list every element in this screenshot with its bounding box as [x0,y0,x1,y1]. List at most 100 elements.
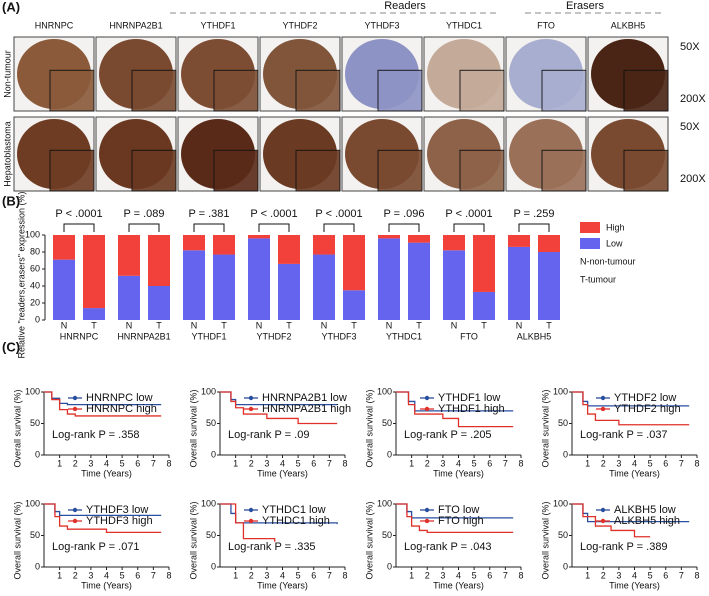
legend-marker [424,395,430,401]
annotation: Log-rank P = .037 [580,429,668,441]
y-tick-label: 50 [382,418,392,428]
survival-curve [220,391,338,425]
y-tick-label: 50 [30,418,40,428]
bracket [388,223,420,232]
legend-label: High [606,222,625,232]
x-tick-label: N [256,320,263,330]
x-tick-label: 4 [632,570,637,580]
bar-segment [538,235,560,252]
y-tick-label: 0 [211,561,216,571]
x-tick-label: 1 [233,570,238,580]
x-tick-label: N [321,320,328,330]
column-label: HNRNPA2B1 [109,20,162,30]
column-label: YTHDF1 [200,20,235,30]
legend-label: HNRNPA2B1 low [262,392,347,404]
x-tick-label: N [386,320,393,330]
legend-marker [424,507,430,513]
legend-marker [72,395,78,401]
group-label: HNRNPA2B1 [117,331,170,341]
x-axis-label: Time (Years) [257,468,308,478]
y-axis-label: Overall survival (%) [188,389,198,467]
x-tick-label: 7 [679,570,684,580]
x-tick-label: 4 [632,458,637,468]
x-tick-label: 3 [440,570,445,580]
y-tick-label: 80 [30,246,40,256]
survival-curve [396,503,514,533]
legend-marker [248,395,254,401]
y-tick-label: 100 [25,498,40,508]
bar-segment [508,246,530,320]
x-tick-label: 4 [280,458,285,468]
x-tick-label: 6 [487,570,492,580]
y-tick-label: 50 [558,530,568,540]
y-tick-label: 100 [201,386,216,396]
legend-label: YTHDF3 low [86,504,148,516]
x-tick-label: 3 [88,458,93,468]
column-label: ALKBH5 [611,20,646,30]
x-tick-label: T [286,320,292,330]
bar-segment [213,235,235,255]
x-tick-label: 7 [151,458,156,468]
y-tick-label: 0 [35,314,40,324]
annotation: Log-rank P = .071 [52,541,140,553]
y-tick-label: 50 [558,418,568,428]
legend-label: YTHDC1 low [262,504,326,516]
column-label: YTHDC1 [446,20,482,30]
bar-segment [408,242,430,320]
x-tick-label: 8 [166,458,171,468]
bar-segment [343,290,365,320]
column-label: FTO [537,20,555,30]
x-tick-label: 1 [57,570,62,580]
annotation: Log-rank P = .389 [580,541,668,553]
y-tick-label: 0 [211,449,216,459]
legend-label: HNRNPA2B1 high [262,403,351,415]
survival-curve [44,391,162,417]
x-axis-label: Time (Years) [257,580,308,590]
x-tick-label: 4 [456,458,461,468]
group-label: YTHDC1 [386,331,422,341]
legend-swatch [580,222,600,233]
bar-segment [378,238,400,320]
x-tick-label: 3 [264,570,269,580]
legend-marker [72,507,78,513]
legend-label: YTHDF1 high [438,403,505,415]
y-tick-label: 100 [25,386,40,396]
survival-curve [572,391,690,426]
group-label: YTHDF3 [321,331,356,341]
x-tick-label: N [516,320,523,330]
legend-marker [600,406,606,412]
annotation: Log-rank P = .335 [228,541,316,553]
legend-note: T-tumour [580,274,616,284]
zoom-inset [623,149,669,192]
group-label: YTHDF1 [191,331,226,341]
y-tick-label: 100 [377,498,392,508]
zoom-inset [377,69,423,112]
zoom-inset [131,69,177,112]
row-label: Hepatoblastoma [2,121,12,187]
legend-label: YTHDF2 low [614,392,676,404]
x-tick-label: 8 [694,458,699,468]
y-axis-label: Overall survival (%) [540,501,550,579]
x-tick-label: 7 [327,458,332,468]
p-value: P < .0001 [55,208,102,220]
x-tick-label: 7 [679,458,684,468]
zoom-inset [49,149,95,192]
x-tick-label: 1 [233,458,238,468]
x-axis-label: Time (Years) [433,468,484,478]
group-label: ALKBH5 [517,331,552,341]
bracket [193,223,225,232]
annotation: Log-rank P = .09 [228,429,309,441]
x-tick-label: 8 [166,570,171,580]
bar-segment [148,235,170,286]
y-tick-label: 50 [382,530,392,540]
p-value: P < .0001 [250,208,297,220]
x-tick-label: 6 [487,458,492,468]
y-axis-label: Overall survival (%) [188,501,198,579]
bar-segment [443,235,465,251]
bar-segment [538,252,560,320]
y-tick-label: 0 [35,449,40,459]
y-tick-label: 0 [387,561,392,571]
bar-segment [53,235,75,260]
x-tick-label: 1 [57,458,62,468]
x-tick-label: 7 [503,570,508,580]
